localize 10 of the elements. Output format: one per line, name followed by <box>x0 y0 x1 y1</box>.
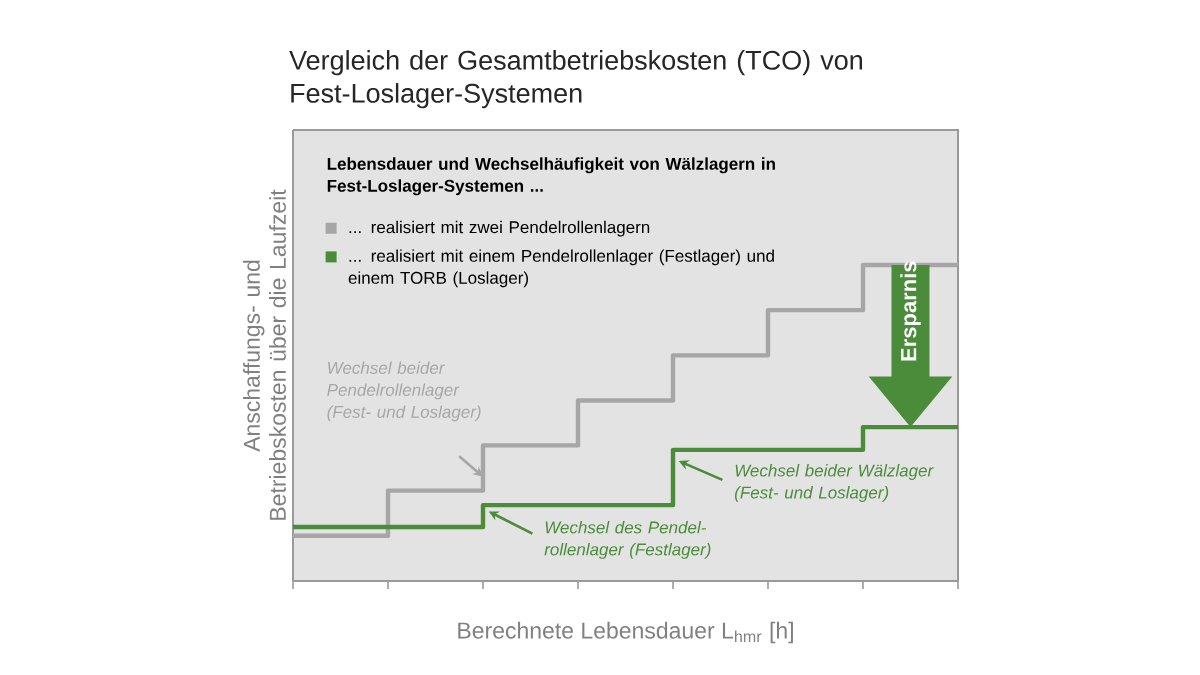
annotation: Ersparnis <box>900 261 921 361</box>
chart-title: Vergleich der Gesamtbetriebskosten (TCO) von Fest-Loslager-Systemen <box>289 50 862 109</box>
x-axis-title: Berechnete Lebensdauer L$_{hmr}$ [h] <box>458 621 793 644</box>
annotation: Wechsel des Pendel-rollenlager (Festlager) <box>544 520 711 559</box>
legend-label: ... realisiert mit einem Pendelrollenlager (Festlager) und einem TORB (Loslager) <box>348 249 774 288</box>
y-axis-title: Anschaffungs- und Betriebskosten über die Laufzeit <box>243 189 286 520</box>
annotation: Wechsel beider Wälzlager (Fest- und Loslager) <box>735 464 934 502</box>
annotation: Wechsel beider Pendelrollenlager (Fest- und Loslager) <box>327 361 481 422</box>
legend-title: Lebensdauer und Wechselhäufigkeit von Wälzlagern in Fest-Loslager-Systemen ... <box>327 157 775 196</box>
legend-label: ... realisiert mit zwei Pendelrollenlagern <box>349 220 650 237</box>
